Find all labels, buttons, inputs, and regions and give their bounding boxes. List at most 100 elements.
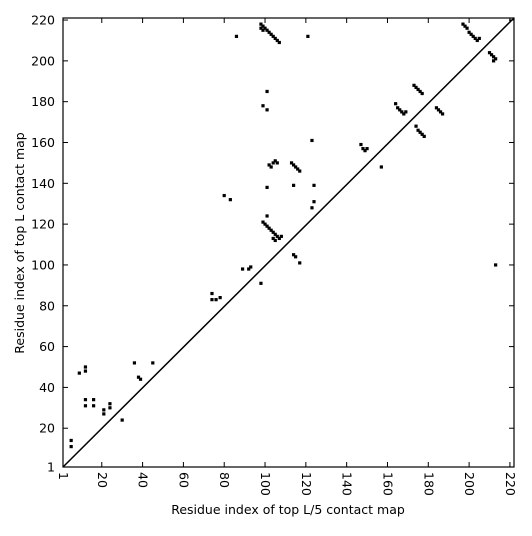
- x-axis-label: Residue index of top L/5 contact map: [171, 502, 405, 517]
- y-tick-label: 100: [31, 257, 55, 272]
- contact-point: [261, 104, 265, 108]
- contact-point: [136, 375, 141, 379]
- contact-point: [259, 22, 263, 26]
- contact-point: [249, 265, 253, 269]
- contact-point: [240, 267, 245, 271]
- contact-point: [267, 226, 271, 230]
- contact-point: [418, 89, 422, 94]
- contact-point: [440, 112, 445, 116]
- contact-point: [247, 267, 251, 271]
- contact-point: [306, 34, 310, 38]
- contact-point: [365, 147, 369, 151]
- contact-point: [273, 36, 277, 41]
- contact-point: [83, 365, 88, 369]
- contact-point: [438, 110, 443, 114]
- contact-point: [292, 163, 296, 167]
- contact-point: [267, 30, 271, 34]
- contact-point: [271, 161, 275, 165]
- y-tick-label: 40: [39, 380, 55, 395]
- contact-point: [298, 169, 302, 173]
- contact-point: [467, 30, 471, 34]
- x-tick-label: 160: [380, 472, 395, 496]
- contact-point: [132, 361, 137, 365]
- x-tick-label: 40: [136, 472, 151, 488]
- contact-point: [83, 398, 88, 402]
- contact-point: [312, 183, 316, 187]
- y-tick-label: 160: [31, 135, 55, 150]
- contact-point: [69, 444, 73, 449]
- contact-point: [210, 298, 214, 302]
- contact-point: [275, 234, 279, 238]
- x-tick-label: 20: [95, 472, 110, 488]
- contact-point: [312, 200, 316, 204]
- contact-point: [108, 402, 112, 406]
- contact-point: [416, 87, 420, 92]
- y-tick-label: 1: [47, 460, 55, 475]
- contact-point: [379, 165, 383, 169]
- contact-point: [218, 296, 222, 300]
- y-axis-label: Residue index of top L contact map: [12, 132, 27, 353]
- contact-point: [275, 161, 279, 165]
- x-tick-label: 60: [176, 472, 191, 488]
- contact-point: [494, 57, 498, 61]
- contact-point: [398, 108, 402, 112]
- contact-point: [416, 128, 420, 132]
- x-tick-label: 200: [462, 472, 477, 496]
- y-tick-label: 80: [39, 298, 55, 313]
- y-tick-label: 20: [39, 421, 55, 436]
- contact-point: [83, 404, 88, 408]
- contact-point: [279, 234, 283, 238]
- contact-point: [412, 83, 416, 87]
- contact-point: [265, 224, 269, 228]
- contact-point: [436, 108, 441, 112]
- contact-point: [265, 89, 269, 94]
- contact-point: [92, 398, 96, 402]
- contact-point: [69, 438, 73, 443]
- contact-point: [265, 185, 269, 189]
- contact-point: [361, 147, 365, 151]
- contact-point: [265, 28, 269, 32]
- contact-point: [404, 110, 408, 114]
- x-tick-label: 140: [340, 472, 355, 496]
- contact-point: [292, 253, 296, 257]
- y-tick-label: 60: [39, 339, 55, 354]
- x-tick-label: 180: [421, 472, 436, 496]
- contact-point: [273, 238, 277, 243]
- diagonal-line: [62, 17, 515, 468]
- y-tick-label: 140: [31, 176, 55, 191]
- contact-point: [487, 51, 492, 55]
- x-tick-label: 100: [258, 472, 273, 496]
- contact-point: [473, 36, 477, 41]
- contact-point: [494, 263, 498, 267]
- contact-point: [265, 214, 269, 218]
- contact-point: [269, 165, 273, 169]
- x-tick-label: 120: [299, 472, 314, 496]
- contact-point: [271, 230, 275, 234]
- contact-point: [420, 91, 424, 96]
- contact-point: [359, 142, 363, 147]
- contact-point: [475, 38, 479, 43]
- contact-point: [102, 408, 106, 412]
- contact-point: [138, 377, 143, 381]
- contact-point: [120, 418, 124, 422]
- contact-point: [261, 28, 265, 32]
- contact-point: [289, 161, 294, 165]
- contact-point: [275, 38, 279, 43]
- contact-point: [296, 167, 300, 171]
- contact-point: [261, 24, 265, 28]
- contact-point: [396, 106, 400, 110]
- contact-point: [414, 124, 418, 128]
- contact-point: [92, 404, 96, 408]
- contact-point: [228, 198, 232, 202]
- contact-point: [269, 228, 273, 232]
- y-tick-label: 120: [31, 217, 55, 232]
- contact-point: [491, 59, 496, 63]
- contact-point: [310, 138, 314, 143]
- contact-point: [294, 165, 298, 169]
- contact-point: [263, 26, 267, 30]
- contact-point: [422, 134, 426, 138]
- contact-point: [471, 34, 475, 38]
- contact-point: [363, 149, 367, 153]
- contact-point: [273, 232, 277, 236]
- contact-point: [434, 106, 439, 110]
